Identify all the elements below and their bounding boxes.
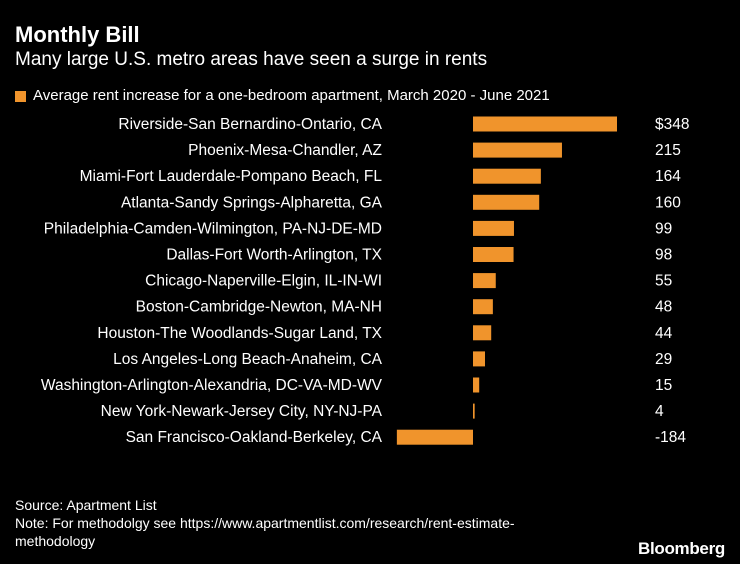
methodology-note: Note: For methodolgy see https://www.apa… bbox=[15, 515, 515, 549]
category-label: Washington-Arlington-Alexandria, DC-VA-M… bbox=[41, 377, 383, 394]
value-label: 215 bbox=[655, 142, 681, 159]
value-label: 99 bbox=[655, 220, 672, 237]
category-label: Miami-Fort Lauderdale-Pompano Beach, FL bbox=[80, 168, 383, 185]
bar bbox=[473, 377, 480, 393]
category-label: New York-Newark-Jersey City, NY-NJ-PA bbox=[101, 403, 383, 420]
bar bbox=[473, 299, 493, 315]
legend: Average rent increase for a one-bedroom … bbox=[15, 86, 550, 106]
value-label: -184 bbox=[655, 429, 686, 446]
bar bbox=[473, 351, 485, 367]
category-label: San Francisco-Oakland-Berkeley, CA bbox=[126, 429, 383, 446]
value-label: 164 bbox=[655, 168, 681, 185]
value-label: 44 bbox=[655, 325, 673, 342]
category-label: Chicago-Naperville-Elgin, IL-IN-WI bbox=[145, 273, 382, 290]
source-note: Source: Apartment List bbox=[15, 497, 157, 513]
category-label: Dallas-Fort Worth-Arlington, TX bbox=[166, 247, 382, 264]
category-label: Riverside-San Bernardino-Ontario, CA bbox=[118, 116, 382, 133]
category-label: Boston-Cambridge-Newton, MA-NH bbox=[136, 299, 382, 316]
bar bbox=[473, 194, 540, 210]
value-label: 29 bbox=[655, 351, 672, 368]
category-label: Philadelphia-Camden-Wilmington, PA-NJ-DE… bbox=[44, 220, 382, 237]
value-label: $348 bbox=[655, 116, 689, 133]
value-label: 98 bbox=[655, 247, 672, 264]
category-label: Los Angeles-Long Beach-Anaheim, CA bbox=[113, 351, 382, 368]
bar bbox=[473, 220, 514, 236]
category-label: Atlanta-Sandy Springs-Alpharetta, GA bbox=[121, 194, 383, 211]
bar bbox=[473, 273, 496, 289]
bar bbox=[396, 429, 473, 445]
bloomberg-logo: Bloomberg bbox=[637, 539, 725, 558]
bar bbox=[473, 325, 492, 341]
legend-swatch bbox=[15, 90, 26, 102]
value-label: 55 bbox=[655, 273, 672, 290]
value-label: 48 bbox=[655, 299, 672, 316]
bar bbox=[473, 247, 514, 262]
bar bbox=[473, 168, 541, 184]
bar bbox=[473, 403, 475, 419]
category-label: Houston-The Woodlands-Sugar Land, TX bbox=[97, 325, 382, 342]
category-label: Phoenix-Mesa-Chandler, AZ bbox=[188, 142, 382, 159]
bar bbox=[473, 142, 562, 158]
bar bbox=[473, 116, 617, 132]
value-label: 4 bbox=[655, 403, 664, 420]
value-label: 160 bbox=[655, 194, 681, 211]
value-label: 15 bbox=[655, 377, 672, 394]
footer-notes: Source: Apartment List Note: For methodo… bbox=[15, 496, 575, 550]
legend-label: Average rent increase for a one-bedroom … bbox=[33, 87, 550, 104]
page-title: Monthly Bill bbox=[15, 22, 140, 47]
chart-subtitle: Many large U.S. metro areas have seen a … bbox=[15, 49, 488, 70]
